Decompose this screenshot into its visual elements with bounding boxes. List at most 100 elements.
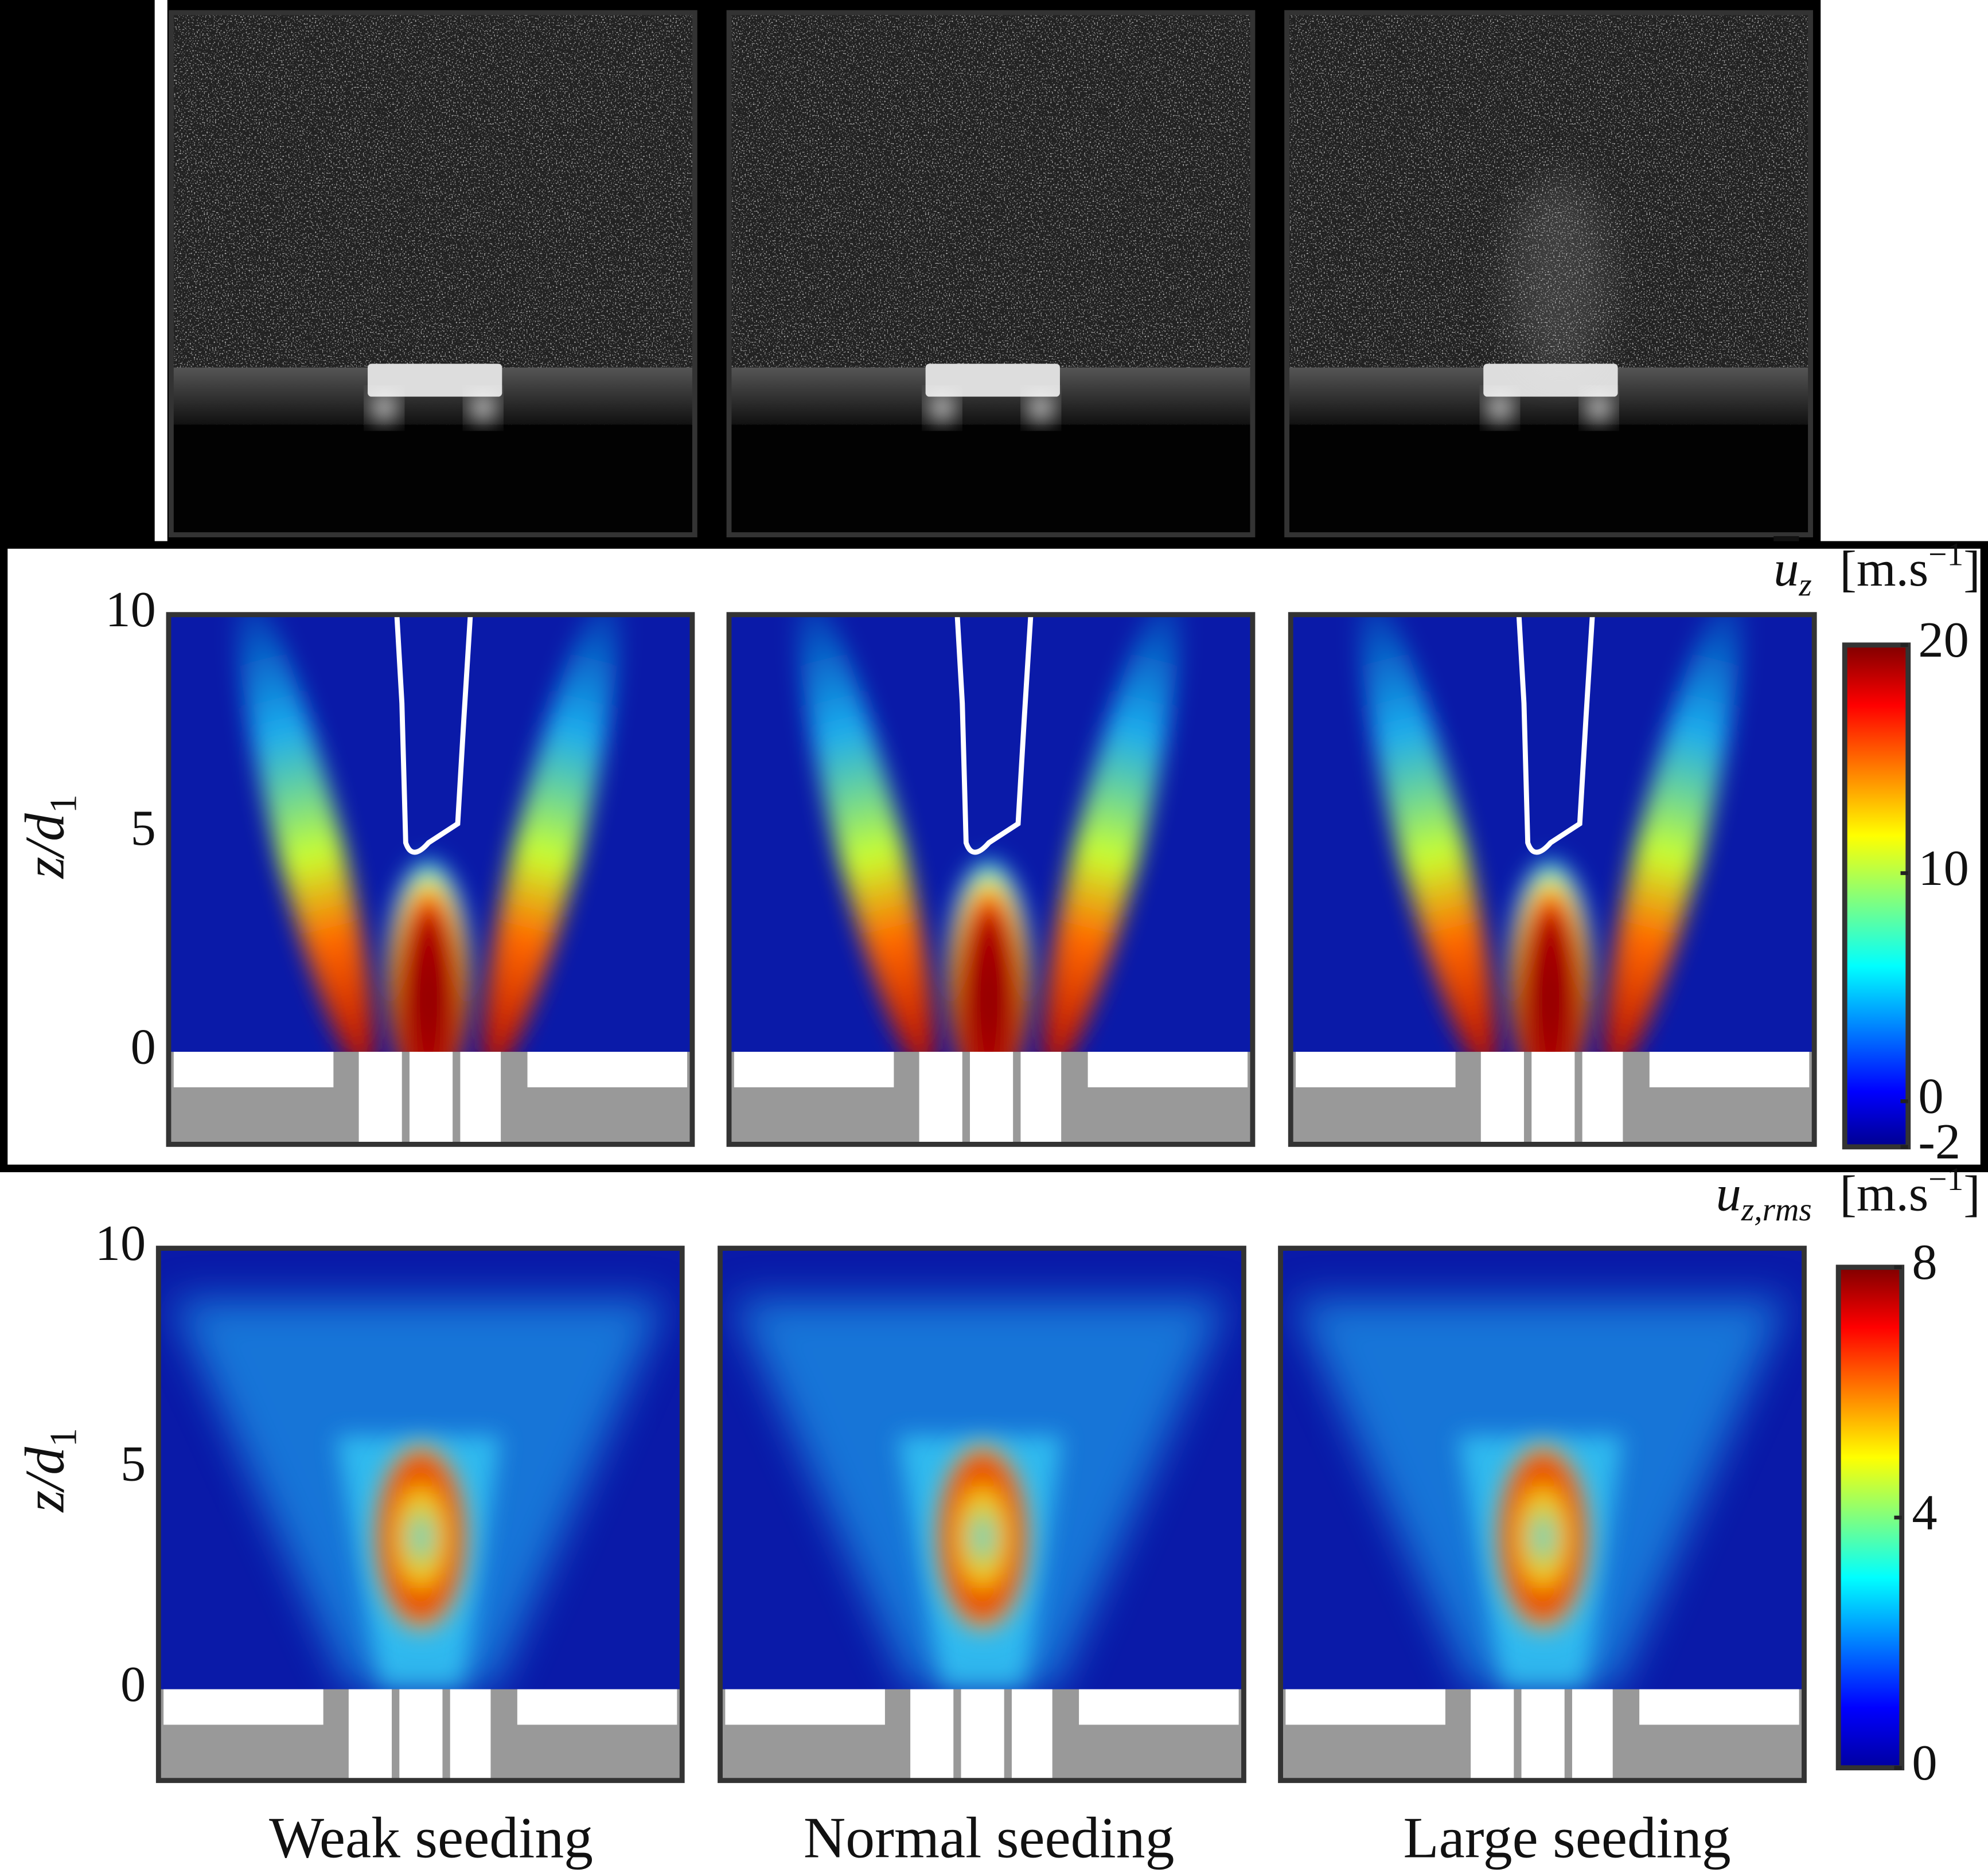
geometry-slot [1296,1052,1456,1087]
y-label-main: z/d [14,1447,76,1513]
geometry-slot [725,1689,885,1725]
y-label-sub: 1 [43,1428,85,1447]
photo-glow [1031,396,1051,420]
panel-frame [1288,612,1817,1147]
nozzle [1521,1689,1565,1781]
heatmap-panel [1288,612,1817,1147]
colorbar-tick-label: 0 [1918,1068,1943,1125]
unit-close: ] [1963,1165,1980,1222]
photo-floor [171,424,695,535]
unit: [m.s [1839,1165,1928,1222]
nozzle [1011,1689,1053,1781]
heatmap [729,614,1253,1145]
heatmap-panel [718,1246,1246,1784]
heatmap-panel [1278,1246,1807,1784]
y-axis-label: z/d1 [14,1428,85,1513]
photo-frame [726,10,1256,537]
nozzle [358,1052,402,1145]
photo-glow [1588,396,1609,420]
photo-nozzle [1483,364,1618,397]
y-axis-label: z/d1 [14,794,85,880]
plume [797,614,935,1076]
symbol-sub: z [1798,567,1811,603]
y-tick-label: 0 [120,1656,146,1712]
heatmap [720,1248,1244,1781]
y-tick-label: 10 [105,582,155,638]
geometry-slot [734,1052,894,1087]
heatmap-panel [726,612,1256,1147]
colorbar-tick-label: 0 [1912,1735,1937,1791]
heatmap [1280,1248,1804,1781]
nozzle [409,1052,453,1145]
symbol-sub: z,rms [1741,1192,1812,1228]
photo-frame [168,10,697,537]
geometry-slot [1079,1689,1239,1725]
y-tick-label: 5 [120,1435,146,1492]
unit: [m.s [1839,541,1928,597]
nozzle [450,1689,491,1781]
geometry-slot [1285,1689,1445,1725]
panel-frame [718,1246,1246,1784]
photo-glow [473,396,493,420]
nozzle [1582,1052,1623,1145]
unit-close: ] [1963,541,1980,597]
plume [1604,614,1743,1076]
photo [726,10,1256,537]
colorbar-title: uz,rms [m.s−1] [1716,1161,1981,1228]
colorbar-tick-label: 20 [1918,612,1968,668]
photo-glow [374,396,395,420]
y-tick-label: 0 [131,1019,156,1075]
nozzle [1480,1052,1524,1145]
nozzle [1572,1689,1613,1781]
colorbar [1835,1265,1905,1771]
center-jet [1510,855,1592,1097]
nozzle [399,1689,443,1781]
photo-frame [1284,10,1813,537]
colorbar-tick-label: 8 [1912,1234,1937,1290]
center-jet [948,855,1030,1097]
plume [1042,614,1182,1076]
rms-arch [370,1435,472,1639]
nozzle [1531,1052,1575,1145]
unit-exp: −1 [1928,537,1963,573]
photo-nozzle [368,364,502,397]
nozzle [1471,1689,1514,1781]
photo-glow [931,396,953,420]
rms-arch [931,1435,1034,1639]
nozzle [910,1689,954,1781]
nozzle [348,1689,392,1781]
nozzle [1020,1052,1062,1145]
photo-floor [729,424,1253,535]
column-label: Normal seeding [804,1805,1175,1870]
symbol: u [1773,541,1799,597]
symbol: u [1716,1165,1741,1222]
column-label: Weak seeding [269,1805,593,1870]
colorbar-tick-label: 4 [1912,1484,1937,1540]
geometry-slot [173,1052,334,1087]
colorbar-title: uz [m.s−1] [1773,537,1981,603]
contour [1516,614,1595,855]
heatmap [158,1248,683,1781]
panel-frame [726,612,1256,1147]
geometry-slot [527,1052,688,1087]
photo [168,10,697,537]
panel-frame [1278,1246,1807,1784]
colorbar-tick-label: -2 [1918,1114,1960,1170]
y-tick-label: 10 [95,1215,146,1271]
colorbar [1842,642,1911,1150]
column-label: Large seeding [1404,1805,1731,1870]
nozzle [460,1052,501,1145]
colorbar-tick-label: 10 [1918,840,1968,896]
heatmap-panel [155,1246,685,1784]
contour [954,614,1034,855]
center-jet [388,855,469,1097]
geometry-slot [517,1689,677,1725]
photo-glow [1490,396,1510,420]
unit-exp: −1 [1928,1161,1963,1197]
heatmap [1291,614,1815,1145]
photo-plume [1508,177,1611,380]
heatmap [168,614,692,1145]
y-tick-label: 5 [131,800,156,856]
plume [1358,614,1497,1076]
